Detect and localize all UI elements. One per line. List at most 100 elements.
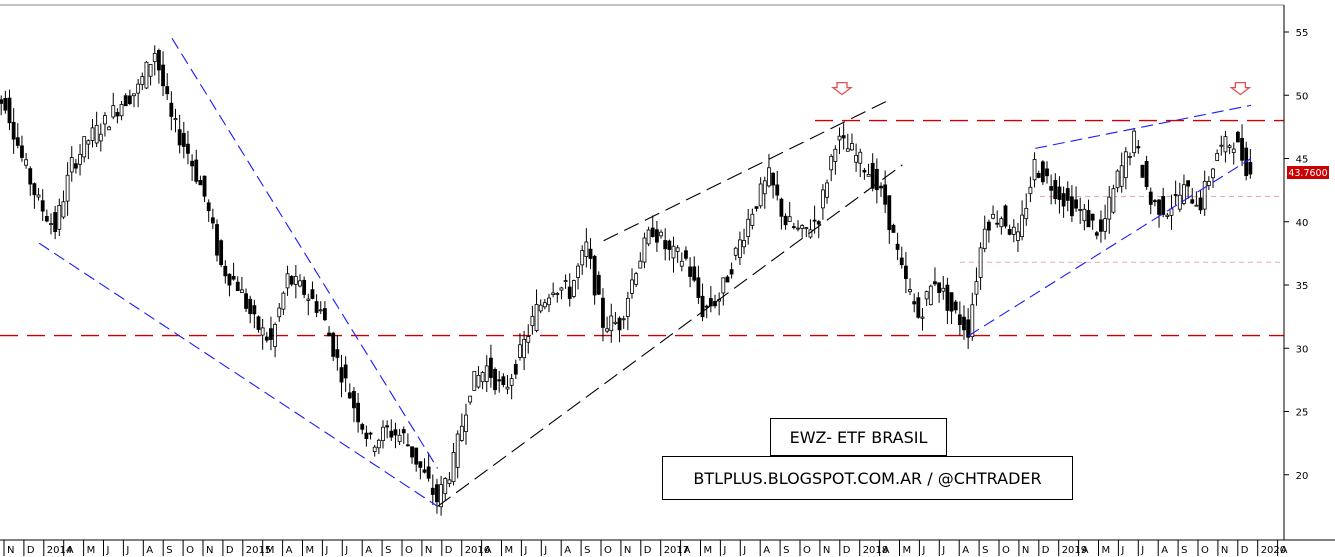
x-tick-label: 2019 bbox=[1062, 545, 1087, 556]
candle-body bbox=[978, 247, 983, 278]
x-tick-label: D bbox=[1042, 545, 1050, 556]
candle-body bbox=[1140, 164, 1145, 178]
candle-body bbox=[825, 182, 829, 198]
candle-body bbox=[15, 137, 20, 146]
candle-body bbox=[239, 289, 244, 293]
y-tick-label: 30 bbox=[1296, 344, 1309, 355]
candle-body bbox=[912, 301, 917, 305]
candle-body bbox=[638, 260, 643, 269]
candle-body bbox=[928, 285, 933, 306]
candle-body bbox=[771, 172, 775, 186]
candle-body bbox=[634, 273, 639, 285]
candle-body bbox=[725, 276, 730, 283]
candle-body bbox=[522, 338, 526, 359]
candle-body bbox=[1074, 199, 1078, 209]
candle-body bbox=[949, 292, 954, 312]
candle-body bbox=[82, 136, 87, 158]
x-tick-label: N bbox=[1221, 545, 1228, 556]
candle-body bbox=[642, 237, 647, 263]
candle-body bbox=[368, 432, 373, 435]
candle-body bbox=[227, 273, 232, 286]
candle-body bbox=[572, 280, 576, 297]
candle-body bbox=[364, 432, 369, 439]
candle-body bbox=[804, 227, 809, 230]
candle-body bbox=[883, 184, 888, 205]
candle-body bbox=[692, 266, 697, 281]
x-tick-label: O bbox=[405, 545, 413, 556]
candle-body bbox=[518, 344, 522, 358]
candle-body bbox=[1045, 168, 1049, 177]
candle-body bbox=[1020, 214, 1024, 237]
candle-body bbox=[7, 97, 12, 124]
y-tick-label: 50 bbox=[1296, 91, 1309, 102]
candle-body bbox=[854, 154, 858, 163]
candle-body bbox=[430, 487, 435, 495]
x-tick-label: 2018 bbox=[863, 545, 888, 556]
y-tick-label: 55 bbox=[1296, 28, 1309, 39]
candle-body bbox=[90, 127, 95, 141]
candle-body bbox=[248, 298, 253, 315]
candle-body bbox=[899, 257, 904, 266]
candle-body bbox=[1111, 188, 1116, 213]
candle-body bbox=[119, 104, 124, 117]
candle-body bbox=[1223, 136, 1228, 153]
candle-body bbox=[584, 241, 589, 257]
x-tick-label: N bbox=[206, 545, 213, 556]
candlesticks bbox=[0, 45, 1253, 516]
candle-body bbox=[194, 159, 199, 182]
candle-body bbox=[933, 281, 937, 285]
candle-body bbox=[796, 227, 800, 230]
candle-body bbox=[418, 461, 423, 468]
chart-title: EWZ- ETF BRASIL bbox=[789, 427, 928, 447]
x-tick-label: A bbox=[1161, 545, 1168, 556]
candle-body bbox=[210, 217, 215, 224]
chart-title-box: EWZ- ETF BRASIL bbox=[770, 418, 947, 456]
candle-body bbox=[684, 250, 688, 259]
candle-body bbox=[289, 276, 294, 285]
candle-body bbox=[61, 201, 66, 218]
candle-body bbox=[937, 282, 941, 293]
candle-body bbox=[1086, 210, 1091, 228]
candle-body bbox=[821, 189, 825, 209]
candle-body bbox=[812, 219, 817, 222]
last-price-tag: 43.7600 bbox=[1287, 166, 1329, 179]
candle-body bbox=[858, 151, 863, 164]
candle-body bbox=[28, 168, 33, 185]
candle-body bbox=[874, 168, 879, 191]
candle-body bbox=[1099, 219, 1103, 232]
candle-body bbox=[235, 281, 240, 292]
x-tick-label: M bbox=[306, 545, 315, 556]
candle-body bbox=[426, 466, 431, 479]
candle-body bbox=[484, 365, 489, 382]
candle-body bbox=[895, 243, 900, 250]
candle-body bbox=[783, 215, 788, 226]
x-tick-label: A bbox=[146, 545, 153, 556]
candle-body bbox=[40, 200, 45, 212]
candle-body bbox=[69, 157, 74, 173]
candle-body bbox=[1115, 170, 1120, 189]
candle-body bbox=[991, 213, 995, 219]
candle-body bbox=[621, 318, 626, 321]
candle-body bbox=[721, 277, 726, 294]
candle-body bbox=[314, 301, 319, 313]
candle-body bbox=[480, 372, 485, 383]
candle-body bbox=[132, 93, 136, 97]
candle-body bbox=[816, 221, 821, 225]
candle-body bbox=[775, 184, 780, 196]
candle-body bbox=[704, 305, 709, 308]
candle-body bbox=[547, 297, 551, 306]
candle-body bbox=[181, 132, 186, 147]
x-tick-label: J bbox=[344, 545, 348, 556]
candle-body bbox=[1215, 153, 1220, 161]
candle-body bbox=[738, 239, 742, 259]
y-tick-label: 35 bbox=[1296, 281, 1309, 292]
x-tick-label: J bbox=[543, 545, 547, 556]
candle-body bbox=[1190, 199, 1195, 204]
candle-body bbox=[592, 255, 597, 296]
candle-body bbox=[111, 105, 116, 118]
candle-body bbox=[1082, 208, 1087, 222]
candle-body bbox=[123, 95, 128, 107]
candle-body bbox=[468, 395, 473, 403]
candle-body bbox=[555, 293, 560, 295]
top-markers bbox=[831, 81, 1252, 96]
